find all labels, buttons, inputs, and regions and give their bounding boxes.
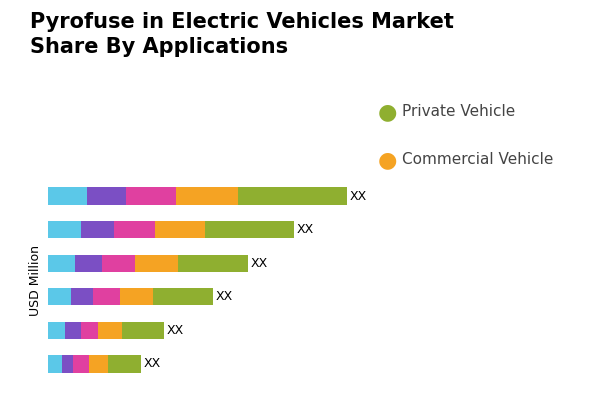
Bar: [71, 288, 92, 306]
Text: Private Vehicle: Private Vehicle: [402, 104, 515, 120]
Text: XX: XX: [349, 190, 367, 203]
Bar: [48, 254, 75, 272]
Bar: [92, 288, 120, 306]
Text: XX: XX: [215, 290, 233, 303]
Bar: [48, 221, 81, 238]
Bar: [89, 355, 108, 372]
Text: ●: ●: [378, 102, 397, 122]
Bar: [238, 188, 347, 205]
Bar: [48, 188, 87, 205]
Bar: [176, 188, 238, 205]
Bar: [62, 355, 73, 372]
Bar: [81, 221, 114, 238]
Bar: [48, 322, 65, 339]
Bar: [135, 254, 178, 272]
Bar: [120, 288, 153, 306]
Bar: [73, 355, 89, 372]
Bar: [48, 355, 62, 372]
Y-axis label: USD Million: USD Million: [29, 244, 43, 316]
Bar: [87, 188, 125, 205]
Bar: [114, 221, 155, 238]
Text: XX: XX: [250, 257, 268, 270]
Bar: [81, 322, 98, 339]
Text: ●: ●: [378, 150, 397, 170]
Bar: [102, 254, 135, 272]
Bar: [108, 355, 141, 372]
Bar: [178, 254, 248, 272]
Bar: [98, 322, 122, 339]
Bar: [122, 322, 164, 339]
Text: XX: XX: [144, 357, 161, 370]
Bar: [153, 288, 213, 306]
Bar: [205, 221, 294, 238]
Bar: [75, 254, 102, 272]
Bar: [125, 188, 176, 205]
Text: Pyrofuse in Electric Vehicles Market
Share By Applications: Pyrofuse in Electric Vehicles Market Sha…: [30, 12, 454, 57]
Bar: [48, 288, 71, 306]
Text: XX: XX: [167, 324, 184, 337]
Text: XX: XX: [297, 223, 314, 236]
Bar: [155, 221, 205, 238]
Bar: [65, 322, 81, 339]
Text: Commercial Vehicle: Commercial Vehicle: [402, 152, 553, 168]
